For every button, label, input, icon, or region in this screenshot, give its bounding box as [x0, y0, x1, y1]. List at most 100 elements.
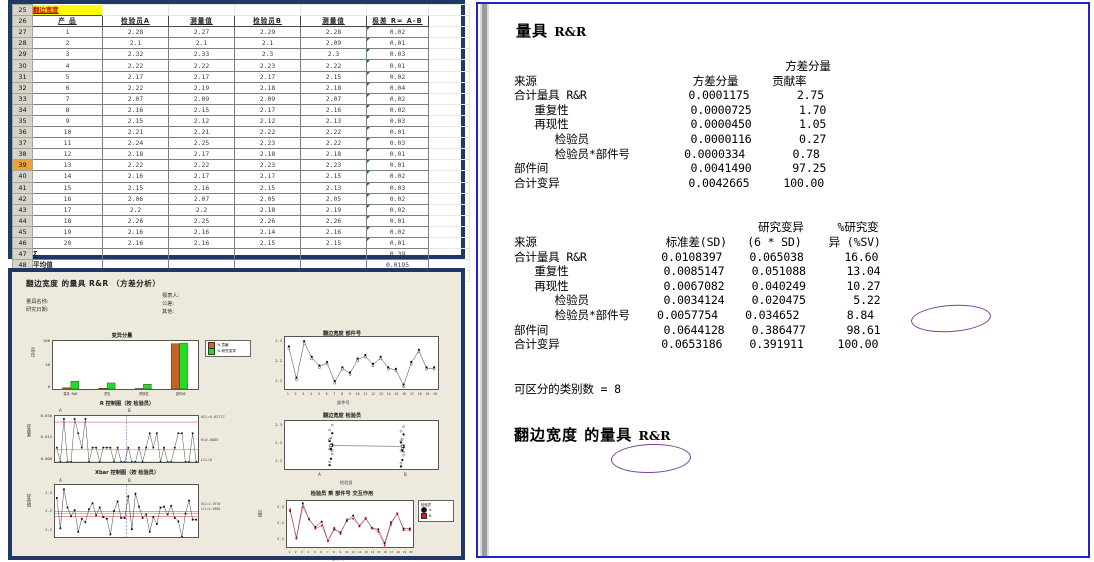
cell-range[interactable]: 0.02: [366, 203, 429, 216]
row-header[interactable]: 39: [12, 159, 33, 172]
cell-inspector-b-1[interactable]: 2.23: [234, 159, 301, 172]
interaction-plot-area[interactable]: [286, 500, 414, 548]
cell-empty[interactable]: [428, 137, 470, 150]
cell-inspector-b-1[interactable]: 2.17: [234, 103, 301, 116]
cell-empty[interactable]: [428, 3, 470, 17]
cell-inspector-a-2[interactable]: 2.25: [168, 137, 235, 150]
column-header-5[interactable]: 极差 R= A-B: [366, 15, 429, 28]
cell-inspector-b-2[interactable]: 2.19: [300, 203, 367, 216]
cell-inspector-a-2[interactable]: 2.17: [168, 170, 235, 183]
table-row[interactable]: 32 6 2.22 2.19 2.18 2.18 0.04: [12, 81, 470, 94]
cell-range[interactable]: 0.02: [366, 225, 429, 238]
table-row[interactable]: 30 4 2.22 2.22 2.23 2.22 0.01: [12, 59, 470, 72]
cell-range[interactable]: 0.03: [366, 181, 429, 194]
cell-empty[interactable]: [428, 148, 470, 161]
cell-range[interactable]: 0.03: [366, 48, 429, 61]
column-header-2[interactable]: 测量值: [168, 15, 235, 28]
cell-product[interactable]: 7: [32, 92, 103, 105]
cell-inspector-a-2[interactable]: 2.09: [168, 92, 235, 105]
row-header[interactable]: 46: [12, 236, 33, 250]
cell-inspector-a-2[interactable]: 2.22: [168, 159, 235, 172]
cell-sum-value[interactable]: 0.39: [366, 248, 429, 261]
cell-range[interactable]: 0.02: [366, 170, 429, 183]
cell-range[interactable]: 0.02: [366, 70, 429, 83]
table-row[interactable]: 42 16 2.06 2.07 2.05 2.05 0.02: [12, 192, 470, 205]
row-header[interactable]: 40: [12, 170, 33, 183]
cell-range[interactable]: 0.04: [366, 81, 429, 94]
bypart-plot-area[interactable]: [284, 336, 439, 390]
table-row[interactable]: 33 7 2.07 2.09 2.09 2.07 0.02: [12, 92, 470, 105]
sheet-title-cell[interactable]: 翻边宽度: [32, 4, 103, 16]
r-chart-plot-area[interactable]: [54, 415, 199, 463]
table-row[interactable]: 43 17 2.2 2.2 2.18 2.19 0.02: [12, 203, 470, 216]
cell[interactable]: [234, 3, 301, 17]
row-header[interactable]: 37: [12, 137, 33, 150]
cell-inspector-a-2[interactable]: 2.16: [168, 236, 235, 250]
row-header[interactable]: 28: [12, 37, 33, 50]
row-header[interactable]: 36: [12, 126, 33, 139]
cell-inspector-a-1[interactable]: 2.22: [102, 81, 169, 94]
cell-inspector-b-1[interactable]: 2.05: [234, 192, 301, 205]
column-header-0[interactable]: 产 品: [32, 15, 103, 28]
cell-inspector-b-1[interactable]: 2.22: [234, 126, 301, 139]
cell-empty[interactable]: [428, 225, 470, 238]
cell-inspector-a-1[interactable]: 2.17: [102, 70, 169, 83]
cell-inspector-a-1[interactable]: 2.22: [102, 59, 169, 72]
cell-inspector-a-1[interactable]: 2.16: [102, 103, 169, 116]
cell-inspector-a-1[interactable]: 2.2: [102, 203, 169, 216]
cell-empty[interactable]: [428, 114, 470, 128]
cell-inspector-a-1[interactable]: 2.15: [102, 181, 169, 194]
cell-range[interactable]: 0.01: [366, 59, 429, 72]
cell-inspector-a-1[interactable]: 2.26: [102, 214, 169, 227]
table-row[interactable]: 39 13 2.22 2.22 2.23 2.23 0.01: [12, 159, 470, 172]
cell-inspector-b-1[interactable]: 2.23: [234, 59, 301, 72]
excel-worksheet-panel[interactable]: 25 翻边宽度 26 产 品检验员A 测量值 检验员B 测量值 极差 R= A-B 27 1 2.2…: [8, 0, 470, 283]
cell[interactable]: [102, 248, 169, 261]
cell-inspector-b-2[interactable]: 2.26: [300, 214, 367, 227]
cell-inspector-a-1[interactable]: 2.16: [102, 170, 169, 183]
interaction-legend[interactable]: 检验员 A B: [418, 500, 454, 522]
row-header[interactable]: 32: [12, 81, 33, 94]
cell-inspector-b-1[interactable]: 2.09: [234, 92, 301, 105]
cell-product[interactable]: 13: [32, 159, 103, 172]
measurement-table[interactable]: 25 翻边宽度 26 产 品检验员A 测量值 检验员B 测量值 极差 R= A-B 27 1 2.2…: [12, 3, 470, 283]
varcomp-legend[interactable]: % 贡献% 研究变异: [205, 340, 251, 357]
cell-inspector-a-1[interactable]: 2.18: [102, 148, 169, 161]
cell-empty[interactable]: [428, 37, 470, 50]
minitab-session-panel[interactable]: 量具 R&R 方差分量 来源 方差分量 贡献率 合计量具 R&R 0.00011…: [476, 2, 1090, 558]
cell-empty[interactable]: [428, 126, 470, 139]
table-row[interactable]: 45 19 2.16 2.16 2.14 2.16 0.02: [12, 225, 470, 238]
cell-inspector-b-1[interactable]: 2.15: [234, 236, 301, 250]
cell-inspector-a-2[interactable]: 2.27: [168, 26, 235, 39]
table-row[interactable]: 40 14 2.16 2.17 2.17 2.15 0.02: [12, 170, 470, 183]
cell-inspector-b-2[interactable]: 2.13: [300, 114, 367, 128]
cell-range[interactable]: 0.02: [366, 103, 429, 116]
cell-product[interactable]: 11: [32, 137, 103, 150]
table-header-row[interactable]: 26 产 品检验员A 测量值 检验员B 测量值 极差 R= A-B: [12, 15, 470, 28]
table-row[interactable]: 31 5 2.17 2.17 2.17 2.15 0.02: [12, 70, 470, 83]
table-row[interactable]: 36 10 2.21 2.21 2.22 2.22 0.01: [12, 126, 470, 139]
cell-inspector-b-2[interactable]: 2.15: [300, 70, 367, 83]
cell-sum-label[interactable]: Σ: [32, 248, 103, 261]
cell-inspector-a-1[interactable]: 2.16: [102, 236, 169, 250]
cell-inspector-b-2[interactable]: 2.18: [300, 81, 367, 94]
cell[interactable]: [234, 248, 301, 261]
cell-inspector-b-1[interactable]: 2.14: [234, 225, 301, 238]
cell-empty[interactable]: [428, 192, 470, 205]
cell-empty[interactable]: [428, 26, 470, 39]
row-header[interactable]: 29: [12, 48, 33, 61]
cell-range[interactable]: 0.01: [366, 126, 429, 139]
cell-empty[interactable]: [428, 214, 470, 227]
cell-inspector-a-1[interactable]: 2.16: [102, 225, 169, 238]
cell-inspector-a-2[interactable]: 2.17: [168, 148, 235, 161]
cell-inspector-b-1[interactable]: 2.26: [234, 214, 301, 227]
cell-range[interactable]: 0.01: [366, 236, 429, 250]
cell-empty[interactable]: [428, 15, 470, 28]
table-row[interactable]: 44 18 2.26 2.25 2.26 2.26 0.01: [12, 214, 470, 227]
cell-empty[interactable]: [428, 81, 470, 94]
cell-empty[interactable]: [428, 48, 470, 61]
cell-product[interactable]: 2: [32, 37, 103, 50]
cell-product[interactable]: 14: [32, 170, 103, 183]
cell-inspector-a-1[interactable]: 2.21: [102, 126, 169, 139]
cell-product[interactable]: 4: [32, 59, 103, 72]
